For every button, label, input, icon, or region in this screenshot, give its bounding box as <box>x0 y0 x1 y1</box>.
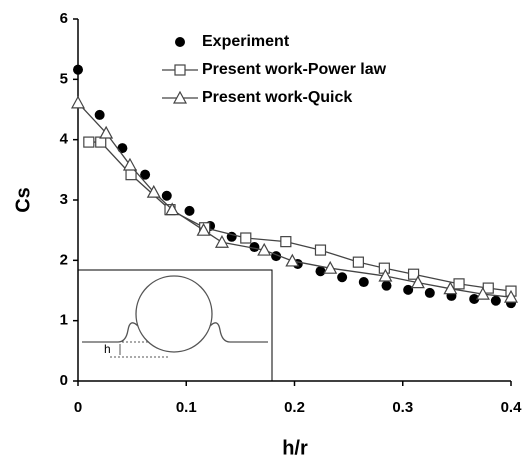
data-point <box>280 236 292 248</box>
data-point <box>184 205 195 216</box>
data-point <box>249 242 260 253</box>
data-point <box>314 244 327 256</box>
y-tick-label: 4 <box>60 131 69 148</box>
data-point <box>443 281 458 295</box>
inset-frame <box>77 269 273 382</box>
data-point <box>403 284 414 295</box>
y-tick-label: 3 <box>60 191 68 208</box>
legend-marker <box>174 64 186 76</box>
data-point <box>453 278 465 290</box>
x-tick-label: 0.4 <box>501 399 523 416</box>
data-point <box>140 169 151 180</box>
y-tick-label: 1 <box>60 312 68 329</box>
data-point <box>407 268 420 280</box>
inset-meniscus-left <box>82 322 139 343</box>
data-point <box>240 232 252 244</box>
data-point <box>424 287 435 298</box>
data-point <box>358 277 369 288</box>
inset-meniscus-right <box>209 322 268 343</box>
series-line <box>88 141 512 292</box>
data-point <box>503 289 519 303</box>
series-line <box>77 102 512 298</box>
data-point <box>70 95 86 109</box>
data-point <box>196 222 211 236</box>
data-point <box>490 295 501 306</box>
inset-label: h <box>104 342 111 356</box>
x-axis-title: h/r <box>282 437 308 459</box>
data-point <box>117 143 128 154</box>
data-point <box>381 280 392 291</box>
data-point <box>410 275 425 289</box>
data-point <box>315 266 326 277</box>
y-axis-title: Cs <box>12 187 34 213</box>
y-tick-label: 5 <box>60 70 68 87</box>
legend-label: Present work-Quick <box>202 89 352 106</box>
data-point <box>161 190 172 201</box>
data-point <box>337 272 348 283</box>
y-tick-label: 6 <box>60 10 68 27</box>
data-point <box>99 125 114 139</box>
x-tick-label: 0.3 <box>392 399 413 416</box>
data-point <box>323 260 338 274</box>
data-point <box>285 253 300 267</box>
data-point <box>475 286 490 300</box>
legend-marker <box>172 90 188 104</box>
data-point <box>352 256 364 268</box>
data-point <box>83 136 95 148</box>
data-point <box>146 184 161 198</box>
x-tick-label: 0 <box>74 399 82 416</box>
data-point <box>94 109 105 120</box>
data-point <box>73 64 83 75</box>
legend-label: Experiment <box>202 33 290 50</box>
x-tick-label: 0.2 <box>284 399 305 416</box>
data-point <box>257 242 272 256</box>
inset: h <box>77 269 273 382</box>
inset-cylinder <box>135 275 213 353</box>
x-tick-label: 0.1 <box>176 399 197 416</box>
data-point <box>122 157 137 171</box>
legend-marker <box>175 37 185 47</box>
y-tick-label: 2 <box>60 251 68 268</box>
data-point <box>469 293 480 304</box>
y-tick-label: 0 <box>60 372 68 389</box>
data-point <box>214 234 229 248</box>
legend-label: Present work-Power law <box>202 61 387 78</box>
data-point <box>165 202 180 216</box>
data-point <box>378 268 393 282</box>
